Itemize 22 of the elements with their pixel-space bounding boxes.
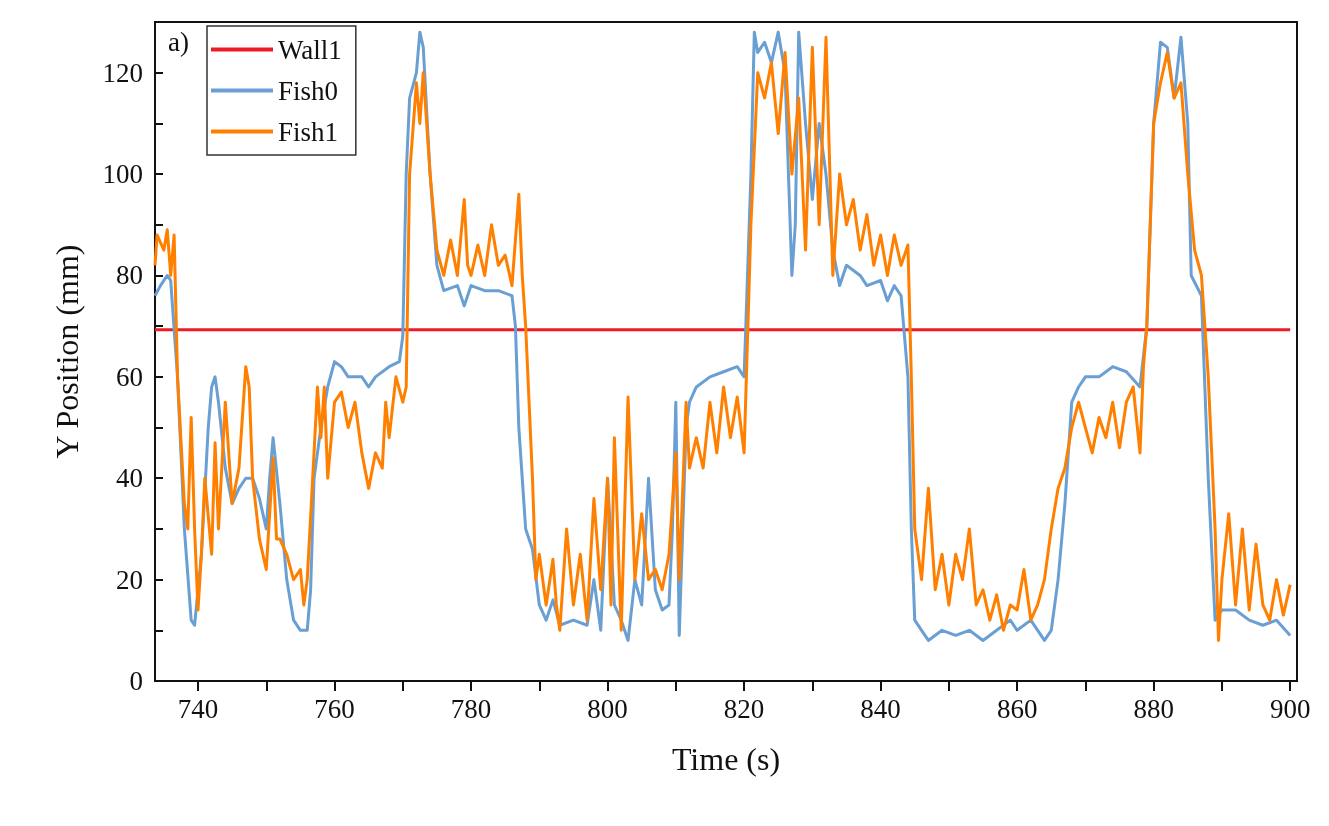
x-axis-title: Time (s) [671,741,781,777]
y-tick-label: 40 [116,463,143,494]
x-tick-label: 760 [314,693,355,724]
y-tick-label: 100 [102,159,143,190]
x-tick-label: 900 [1269,693,1311,724]
annotation: a) [168,26,189,57]
x-tick-label: 860 [996,693,1038,724]
x-tick-label: 780 [450,693,492,724]
legend-label: Fish1 [278,116,339,147]
x-tick-label: 880 [1133,693,1174,724]
y-axis-title: Y Position (mm) [49,244,85,459]
y-tick-label: 20 [116,564,143,595]
y-tick-label: 80 [116,260,143,291]
legend-label: Wall1 [278,34,342,65]
x-tick-label: 740 [177,693,219,724]
legend-label: Fish0 [278,75,339,106]
y-tick-label: 0 [129,666,143,696]
y-tick-label: 60 [116,361,143,392]
x-tick-label: 820 [723,693,765,724]
x-tick-label: 800 [587,693,628,724]
x-tick-label: 840 [860,693,901,724]
y-tick-label: 120 [102,57,143,88]
